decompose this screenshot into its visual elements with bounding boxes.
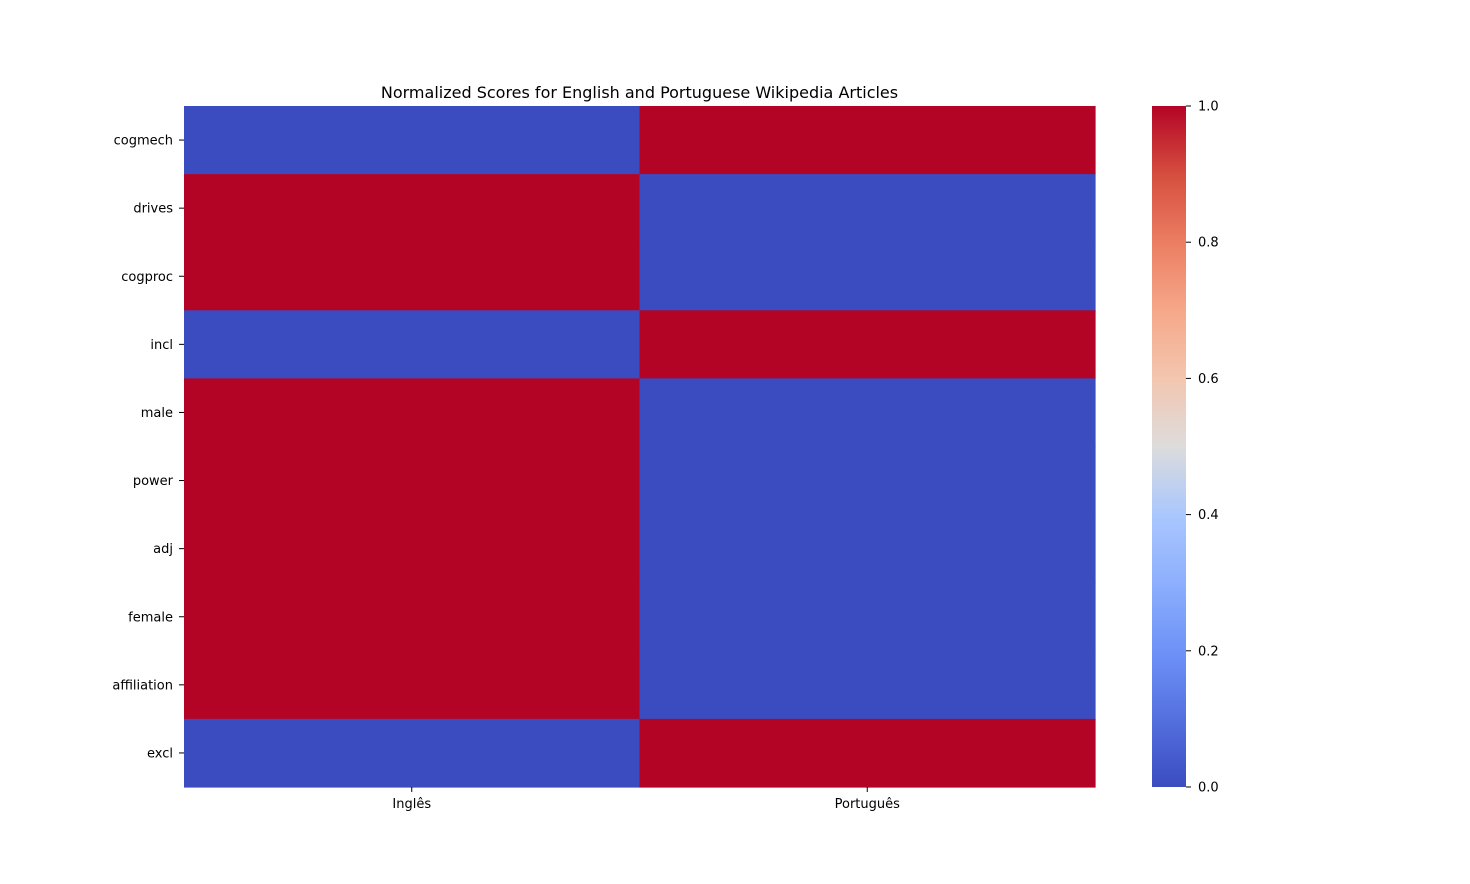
heatmap-cell-male-0: [184, 378, 641, 448]
colorbar-tick-label: 0.0: [1198, 781, 1219, 796]
y-tick-label-cogproc: cogproc: [121, 270, 173, 285]
y-tick-label-cogmech: cogmech: [114, 134, 173, 149]
heatmap-cell-drives-1: [639, 174, 1096, 243]
colorbar-tick-label: 0.6: [1198, 372, 1219, 387]
heatmap-cell-cogproc-0: [184, 242, 641, 311]
heatmap-cell-incl-0: [184, 310, 641, 379]
y-tick-label-excl: excl: [147, 746, 173, 761]
x-axis: Inglês Português: [392, 787, 900, 812]
heatmap-cell-female-0: [184, 582, 641, 652]
chart-title: Normalized Scores for English and Portug…: [381, 83, 898, 102]
heatmap-cell-excl-0: [184, 718, 641, 788]
heatmap-cell-incl-1: [639, 310, 1096, 379]
heatmap-cell-female-1: [639, 582, 1096, 652]
heatmap-cell-adj-1: [639, 514, 1096, 584]
colorbar-tick-label: 0.4: [1198, 508, 1219, 523]
y-tick-label-power: power: [133, 474, 174, 489]
heatmap-cell-cogmech-0: [184, 106, 641, 175]
y-tick-label-male: male: [141, 406, 173, 421]
heatmap-cell-cogproc-1: [639, 242, 1096, 311]
y-tick-label-female: female: [128, 610, 173, 625]
heatmap-cell-power-1: [639, 446, 1096, 516]
heatmap-cell-affiliation-1: [639, 650, 1096, 720]
y-tick-label-adj: adj: [153, 542, 173, 557]
colorbar-tick-label: 0.8: [1198, 236, 1219, 251]
colorbar-gradient: [1152, 106, 1186, 787]
y-tick-label-affiliation: affiliation: [112, 678, 173, 693]
heatmap-cell-male-1: [639, 378, 1096, 448]
y-axis: cogmech drives cogproc incl male power adj fema…: [112, 134, 184, 761]
y-tick-label-drives: drives: [133, 202, 173, 217]
heatmap-cells: [184, 106, 1096, 788]
x-tick-label-1: Português: [835, 797, 901, 812]
y-tick-label-incl: incl: [150, 338, 173, 353]
heatmap-cell-excl-1: [639, 718, 1096, 788]
colorbar-tick-label: 1.0: [1198, 100, 1219, 115]
colorbar: 0.0 0.2 0.4 0.6 0.8 1.0: [1152, 100, 1219, 796]
heatmap-cell-power-0: [184, 446, 641, 516]
heatmap-cell-affiliation-0: [184, 650, 641, 720]
x-tick-label-0: Inglês: [392, 797, 431, 812]
colorbar-tick-label: 0.2: [1198, 644, 1219, 659]
heatmap-cell-drives-0: [184, 174, 641, 243]
heatmap-cell-adj-0: [184, 514, 641, 584]
heatmap-cell-cogmech-1: [639, 106, 1096, 175]
